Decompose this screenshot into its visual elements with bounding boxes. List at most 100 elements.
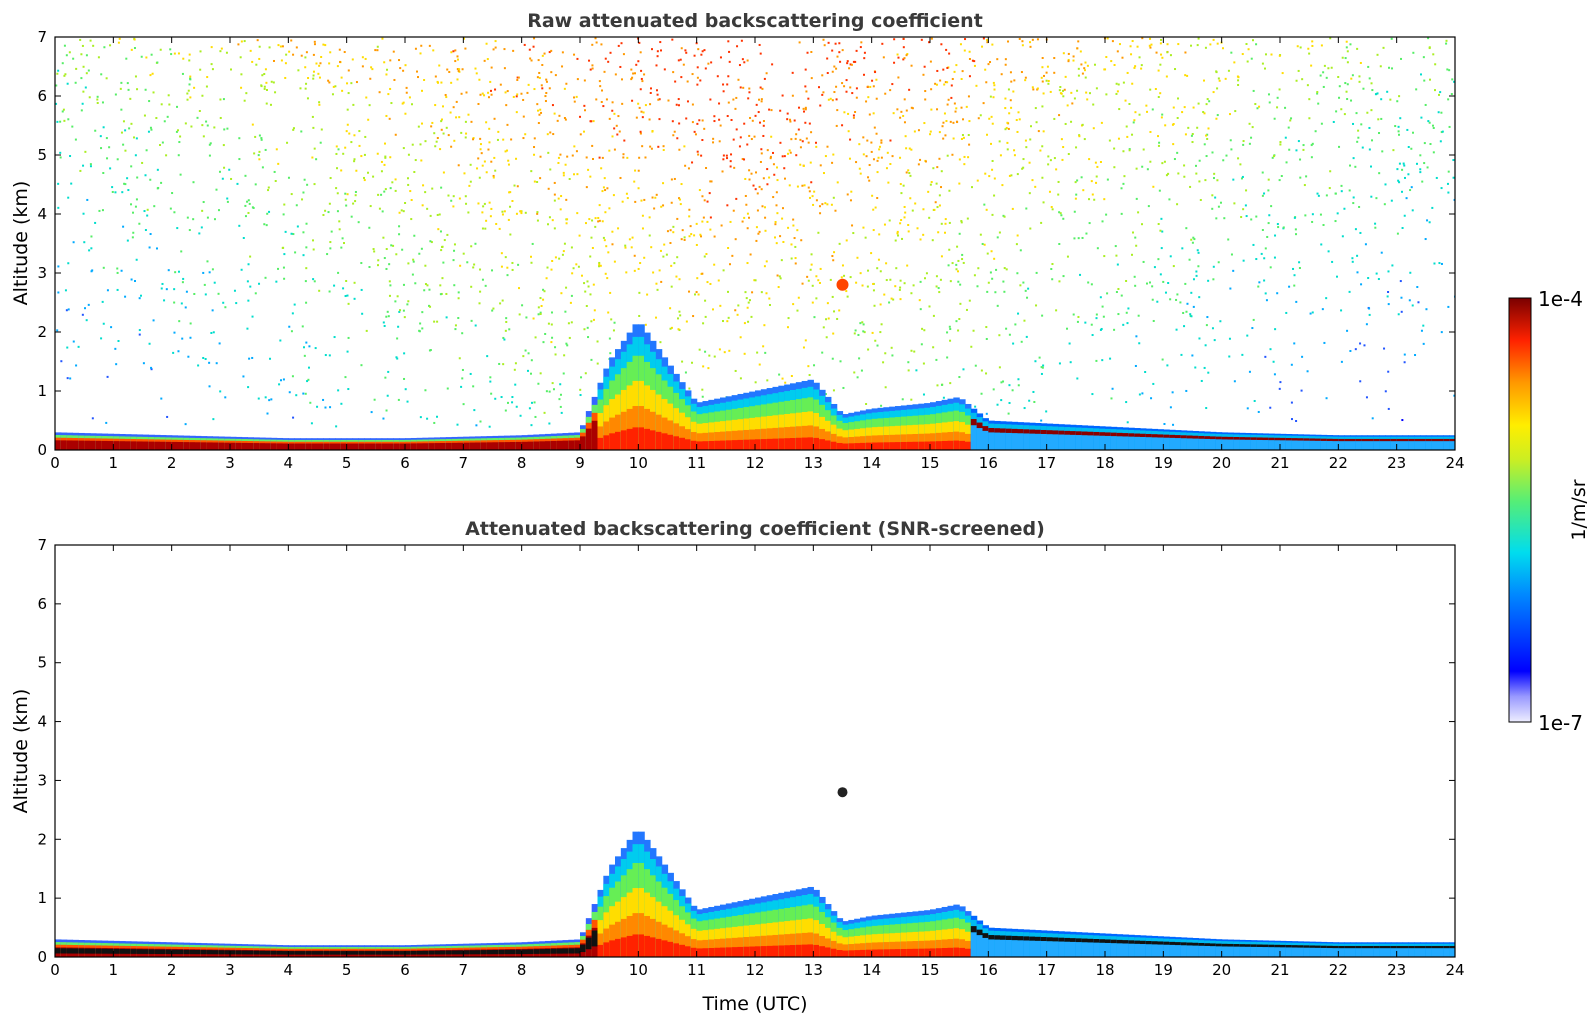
noise-pixel [1295, 149, 1298, 152]
noise-pixel [285, 53, 288, 56]
noise-pixel [1062, 52, 1065, 55]
noise-pixel [1245, 215, 1248, 218]
residual-layer-band [1099, 432, 1106, 436]
layer-column [1186, 438, 1194, 450]
noise-pixel [1045, 410, 1048, 413]
noise-pixel [184, 122, 187, 125]
noise-pixel [675, 103, 678, 106]
noise-pixel [1114, 245, 1117, 248]
noise-pixel [79, 169, 82, 172]
screened-dark-band [311, 951, 319, 955]
noise-pixel [222, 98, 225, 101]
noise-pixel [641, 227, 644, 230]
noise-pixel [977, 117, 980, 120]
noise-pixel [492, 307, 495, 310]
noise-pixel [983, 203, 986, 206]
noise-pixel [221, 177, 224, 180]
noise-pixel [728, 349, 731, 352]
noise-pixel [701, 395, 704, 398]
noise-pixel [1423, 142, 1426, 145]
noise-pixel [1364, 243, 1367, 246]
noise-pixel [639, 262, 642, 265]
noise-pixel [1278, 54, 1281, 57]
noise-pixel [1183, 164, 1186, 167]
layer-column [778, 438, 785, 450]
noise-pixel [264, 68, 267, 71]
noise-pixel [330, 230, 333, 233]
layer-column [1058, 434, 1065, 450]
noise-pixel [1375, 197, 1378, 200]
noise-pixel [727, 40, 730, 43]
noise-pixel [196, 116, 199, 119]
noise-pixel [707, 62, 710, 65]
noise-pixel [1356, 254, 1359, 257]
noise-pixel [1164, 291, 1167, 294]
noise-pixel [1242, 208, 1245, 211]
noise-pixel [1190, 315, 1193, 318]
noise-pixel [479, 420, 482, 423]
noise-pixel [387, 315, 390, 318]
noise-pixel [641, 116, 644, 119]
layer-column [1093, 435, 1100, 450]
noise-pixel [80, 109, 83, 112]
noise-pixel [1225, 154, 1228, 157]
noise-pixel [1094, 161, 1097, 164]
noise-pixel [614, 73, 617, 76]
residual-layer-band [1005, 428, 1013, 433]
noise-pixel [1394, 125, 1397, 128]
noise-pixel [1208, 100, 1211, 103]
noise-pixel [719, 304, 722, 307]
noise-pixel [398, 59, 401, 62]
noise-pixel [392, 50, 395, 53]
noise-pixel [1111, 387, 1114, 390]
noise-pixel [795, 133, 798, 136]
noise-pixel [607, 251, 610, 254]
noise-pixel [991, 213, 994, 216]
noise-pixel [179, 173, 182, 176]
noise-pixel [670, 178, 673, 181]
noise-pixel [438, 64, 441, 67]
noise-pixel [1152, 185, 1155, 188]
noise-pixel [1319, 74, 1322, 77]
noise-pixel [174, 271, 177, 274]
noise-pixel [938, 157, 941, 160]
noise-pixel [354, 194, 357, 197]
noise-pixel [442, 132, 445, 135]
noise-pixel [420, 122, 423, 125]
noise-pixel [511, 401, 514, 404]
x-tick-label: 15 [920, 454, 939, 472]
residual-layer-band [1326, 438, 1334, 442]
noise-pixel [1104, 68, 1107, 71]
noise-pixel [1121, 56, 1124, 59]
noise-pixel [963, 163, 966, 166]
noise-pixel [575, 95, 578, 98]
noise-pixel [430, 241, 433, 244]
noise-pixel [55, 102, 58, 105]
noise-pixel [1047, 155, 1050, 158]
noise-pixel [304, 87, 307, 90]
noise-pixel [491, 269, 494, 272]
layer-column [405, 443, 412, 450]
noise-pixel [550, 323, 553, 326]
noise-pixel [1215, 117, 1218, 120]
noise-pixel [256, 39, 259, 42]
noise-pixel [204, 293, 207, 296]
noise-pixel [988, 117, 991, 120]
noise-pixel [1117, 287, 1120, 290]
noise-pixel [1422, 324, 1425, 327]
panel-raw-title: Raw attenuated backscattering coefficien… [527, 10, 983, 32]
layer-column [1274, 440, 1281, 450]
noise-pixel [1182, 311, 1185, 314]
noise-pixel [834, 42, 837, 45]
noise-pixel [998, 366, 1001, 369]
noise-pixel [1016, 173, 1019, 176]
noise-pixel [173, 52, 176, 55]
noise-pixel [547, 151, 550, 154]
layer-column [498, 442, 505, 450]
noise-pixel [372, 248, 375, 251]
layer-column [918, 441, 925, 450]
noise-pixel [1276, 292, 1279, 295]
noise-pixel [822, 91, 825, 94]
noise-pixel [1019, 249, 1022, 252]
noise-pixel [565, 82, 568, 85]
